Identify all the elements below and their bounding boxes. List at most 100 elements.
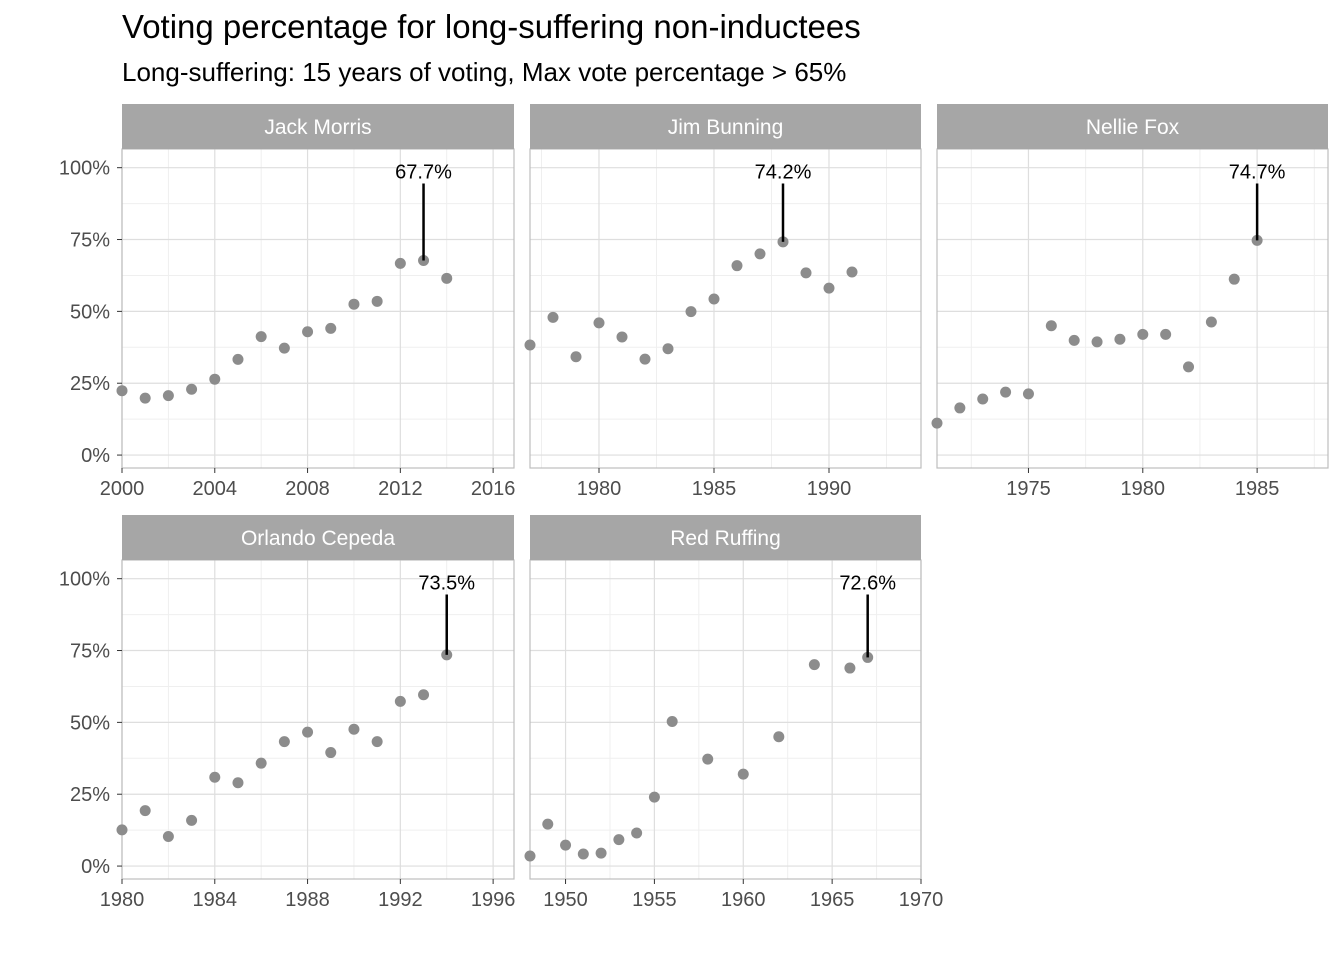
annotation-label: 74.2%: [755, 161, 812, 183]
data-point: [639, 353, 651, 365]
data-point: [542, 818, 554, 830]
data-point: [560, 839, 572, 851]
data-point: [302, 326, 314, 338]
y-tick-label: 50%: [70, 712, 110, 734]
data-point: [823, 282, 835, 294]
data-point: [278, 736, 290, 748]
y-tick-label: 25%: [70, 373, 110, 395]
x-tick-label: 1992: [378, 889, 423, 911]
facet-strip: [530, 515, 921, 560]
data-point: [1228, 273, 1240, 285]
y-tick-label: 75%: [70, 641, 110, 663]
data-point: [846, 266, 858, 278]
facet-strip-label: Nellie Fox: [1086, 116, 1180, 139]
facet-strip: [122, 515, 514, 560]
data-point: [1045, 320, 1057, 332]
data-point: [139, 805, 151, 817]
data-point: [278, 342, 290, 354]
panel-orlando-cepeda: Orlando Cepeda 0% 25% 50% 75% 100% 1980 1984 198…: [59, 515, 516, 911]
data-point: [162, 830, 174, 842]
x-tick-label: 1980: [100, 889, 145, 911]
data-point: [808, 659, 820, 671]
data-point: [954, 402, 966, 414]
panel-border: [121, 148, 515, 469]
data-point: [232, 353, 244, 365]
data-point: [631, 827, 643, 839]
panel-nellie-fox: Nellie Fox 1975 1980 1985 74.7%: [931, 104, 1329, 500]
x-tick-label: 1988: [285, 889, 330, 911]
x-tick-label: 2016: [471, 478, 516, 500]
data-point: [371, 295, 383, 307]
data-point: [394, 257, 406, 269]
annotation-label: 67.7%: [395, 161, 452, 183]
data-point: [702, 753, 714, 765]
data-point: [325, 322, 337, 334]
data-point: [595, 847, 607, 859]
y-tick-label: 50%: [70, 301, 110, 323]
x-tick-label: 1950: [543, 889, 588, 911]
panel-jack-morris: Jack Morris 0% 25% 50% 75% 100% 2000 2004 2008 20…: [59, 104, 516, 500]
data-point: [116, 824, 128, 836]
data-point: [666, 716, 678, 728]
data-point: [570, 351, 582, 363]
data-point: [255, 757, 267, 769]
data-point: [1205, 316, 1217, 328]
x-tick-label: 1965: [810, 889, 855, 911]
data-point: [708, 293, 720, 305]
x-tick-label: 2012: [378, 478, 423, 500]
x-tick-label: 2000: [100, 478, 145, 500]
x-tick-label: 2008: [285, 478, 330, 500]
data-point: [524, 339, 536, 351]
x-tick-label: 1985: [1235, 478, 1280, 500]
facet-strip-label: Jack Morris: [264, 116, 371, 139]
data-point: [162, 390, 174, 402]
data-point: [524, 850, 536, 862]
data-point: [209, 373, 221, 385]
data-point: [325, 747, 337, 759]
data-point: [348, 723, 360, 735]
data-point: [232, 777, 244, 789]
facet-strip-label: Jim Bunning: [668, 116, 784, 139]
data-point: [1114, 333, 1126, 345]
data-point: [418, 689, 430, 701]
data-point: [977, 393, 989, 405]
data-point: [547, 311, 559, 323]
data-point: [737, 768, 749, 780]
data-point: [577, 848, 589, 860]
annotation-label: 72.6%: [839, 572, 896, 594]
data-point: [662, 343, 674, 355]
data-point: [685, 306, 697, 318]
data-point: [139, 392, 151, 404]
data-point: [186, 814, 198, 826]
panel-border: [529, 559, 922, 880]
data-point: [731, 260, 743, 272]
data-point: [754, 248, 766, 260]
data-point: [648, 791, 660, 803]
data-point: [186, 383, 198, 395]
x-tick-label: 1960: [721, 889, 766, 911]
facet-strip: [122, 104, 514, 149]
x-tick-label: 1955: [632, 889, 677, 911]
x-tick-label: 1996: [471, 889, 516, 911]
data-point: [302, 726, 314, 738]
x-tick-label: 1985: [692, 478, 737, 500]
data-point: [773, 731, 785, 743]
data-point: [116, 385, 128, 397]
data-point: [613, 834, 625, 846]
facet-strip-label: Orlando Cepeda: [241, 527, 395, 550]
panel-red-ruffing: Red Ruffing 1950 1955 1960 1965 1970 72.6%: [524, 515, 944, 911]
x-tick-label: 1984: [193, 889, 238, 911]
data-point: [1160, 328, 1172, 340]
y-tick-label: 25%: [70, 784, 110, 806]
data-point: [209, 771, 221, 783]
data-point: [255, 331, 267, 343]
data-point: [441, 272, 453, 284]
y-tick-label: 100%: [59, 569, 110, 591]
x-tick-label: 1990: [807, 478, 852, 500]
data-point: [593, 317, 605, 329]
annotation-label: 73.5%: [418, 572, 475, 594]
y-tick-label: 100%: [59, 158, 110, 180]
data-point: [800, 267, 812, 279]
x-tick-label: 1970: [899, 889, 944, 911]
